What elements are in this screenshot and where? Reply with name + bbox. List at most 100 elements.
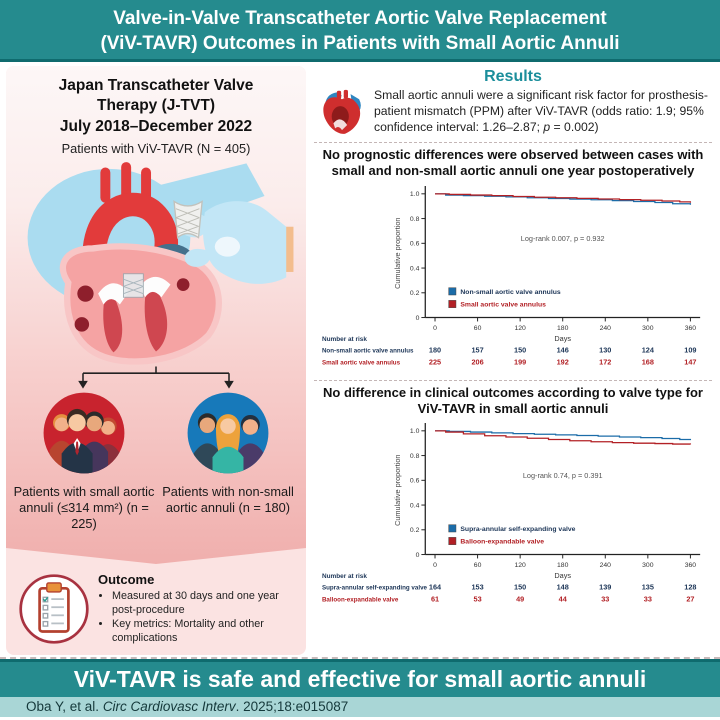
svg-text:Days: Days: [554, 571, 571, 580]
svg-text:27: 27: [686, 595, 694, 604]
non-small-annuli-group-icon: [185, 390, 271, 476]
svg-text:0.8: 0.8: [410, 216, 420, 223]
svg-text:180: 180: [557, 563, 569, 570]
implanted-valve-icon: [123, 274, 143, 298]
svg-text:206: 206: [471, 357, 483, 366]
svg-text:130: 130: [599, 345, 611, 354]
svg-text:0.2: 0.2: [410, 528, 420, 535]
km-heading-annuli: No prognostic differences were observed …: [322, 147, 704, 178]
branch-connector: [10, 366, 302, 390]
group-small-annuli-label: Patients with small aortic annuli (≤314 …: [13, 484, 155, 532]
svg-text:Balloon-expandable valve: Balloon-expandable valve: [460, 539, 544, 546]
results-heading: Results: [484, 68, 542, 85]
citation: Oba Y, et al. Circ Cardiovasc Interv. 20…: [0, 697, 720, 717]
svg-text:120: 120: [514, 563, 526, 570]
svg-text:0.6: 0.6: [410, 478, 420, 485]
km-section-valve-type: No difference in clinical outcomes accor…: [314, 379, 712, 618]
km-section-annuli: No prognostic differences were observed …: [314, 143, 712, 380]
svg-text:146: 146: [557, 345, 569, 354]
citation-journal: Circ Cardiovasc Interv: [102, 699, 236, 714]
results-summary-text: Small aortic annuli were a significant r…: [374, 87, 710, 136]
svg-text:192: 192: [557, 357, 569, 366]
km-chart-annuli: 1.0 0.8 0.6 0.4 0.2 0 0 60 120 180 240 300 360 Cumula…: [322, 185, 701, 366]
svg-text:Days: Days: [554, 334, 571, 343]
svg-text:0.4: 0.4: [410, 503, 420, 510]
svg-text:44: 44: [559, 595, 568, 604]
conclusion-banner: ViV-TAVR is safe and effective for small…: [0, 659, 720, 697]
group-non-small-annuli: Patients with non-small aortic annuli (n…: [157, 390, 299, 532]
svg-text:150: 150: [514, 345, 526, 354]
svg-text:Log-rank 0.007, p = 0.932: Log-rank 0.007, p = 0.932: [521, 234, 605, 243]
svg-text:360: 360: [685, 563, 697, 570]
svg-text:53: 53: [474, 595, 482, 604]
svg-text:240: 240: [600, 325, 612, 332]
svg-text:180: 180: [557, 325, 569, 332]
svg-text:Small aortic valve annulus: Small aortic valve annulus: [460, 301, 546, 308]
svg-text:150: 150: [514, 583, 526, 592]
registry-title-line1: Japan Transcatheter Valve: [58, 77, 254, 94]
svg-text:124: 124: [642, 345, 655, 354]
svg-text:Log-rank 0.74, p = 0.391: Log-rank 0.74, p = 0.391: [523, 471, 603, 480]
svg-text:61: 61: [431, 595, 439, 604]
title-line1: Valve-in-Valve Transcatheter Aortic Valv…: [113, 8, 607, 29]
svg-text:Balloon-expandable valve: Balloon-expandable valve: [322, 597, 399, 604]
title-banner: Valve-in-Valve Transcatheter Aortic Valv…: [0, 0, 720, 62]
svg-text:168: 168: [642, 357, 654, 366]
svg-text:Number at risk: Number at risk: [322, 573, 367, 580]
svg-text:0: 0: [416, 552, 420, 559]
svg-text:225: 225: [429, 357, 441, 366]
group-small-annuli: Patients with small aortic annuli (≤314 …: [13, 390, 155, 532]
svg-text:240: 240: [600, 563, 612, 570]
footer: ViV-TAVR is safe and effective for small…: [0, 659, 720, 717]
results-summary-pre: Small aortic annuli were a significant r…: [374, 88, 708, 135]
citation-authors: Oba Y, et al.: [26, 699, 103, 714]
outcome-text: Outcome Measured at 30 days and one year…: [98, 572, 296, 645]
svg-text:0.4: 0.4: [410, 265, 420, 272]
svg-text:60: 60: [474, 325, 482, 332]
svg-text:135: 135: [642, 583, 654, 592]
svg-text:Supra-annular self-expanding v: Supra-annular self-expanding valve: [322, 585, 428, 592]
study-flow-area: Japan Transcatheter Valve Therapy (J-TVT…: [6, 66, 306, 564]
svg-text:Non-small aortic valve annulus: Non-small aortic valve annulus: [322, 347, 414, 354]
svg-text:Non-small aortic valve annulus: Non-small aortic valve annulus: [460, 289, 561, 296]
svg-text:300: 300: [642, 563, 654, 570]
svg-text:139: 139: [599, 583, 611, 592]
registry-title-line3: July 2018–December 2022: [59, 117, 253, 135]
svg-text:172: 172: [599, 357, 611, 366]
results-panel: Results Small aortic annuli were a signi…: [308, 62, 720, 657]
km-heading-valve-type: No difference in clinical outcomes accor…: [323, 384, 703, 416]
small-annuli-group-icon: [41, 390, 127, 476]
group-non-small-annuli-label: Patients with non-small aortic annuli (n…: [162, 484, 294, 516]
patient-groups: Patients with small aortic annuli (≤314 …: [6, 390, 306, 532]
svg-text:Small aortic valve annulus: Small aortic valve annulus: [322, 359, 401, 366]
study-panel-inner: Japan Transcatheter Valve Therapy (J-TVT…: [6, 66, 306, 655]
heart-icon: [323, 89, 361, 134]
svg-text:0: 0: [433, 563, 437, 570]
title-line2: (ViV-TAVR) Outcomes in Patients with Sma…: [100, 32, 620, 54]
svg-text:0.2: 0.2: [410, 290, 420, 297]
svg-text:Supra-annular self-expanding v: Supra-annular self-expanding valve: [460, 526, 575, 533]
svg-text:120: 120: [514, 325, 526, 332]
outcome-box: Outcome Measured at 30 days and one year…: [6, 564, 306, 645]
clipboard-icon: [19, 573, 89, 644]
svg-text:128: 128: [684, 583, 696, 592]
results-summary-p: p: [543, 120, 551, 135]
gloved-hand-icon: [178, 202, 294, 285]
svg-text:153: 153: [471, 583, 483, 592]
svg-text:157: 157: [471, 345, 483, 354]
svg-text:33: 33: [644, 595, 652, 604]
svg-text:Cumulative proportion: Cumulative proportion: [393, 455, 402, 526]
svg-text:300: 300: [642, 325, 654, 332]
svg-text:0: 0: [416, 315, 420, 322]
svg-text:180: 180: [429, 345, 441, 354]
svg-text:360: 360: [685, 325, 697, 332]
svg-text:Number at risk: Number at risk: [322, 336, 367, 343]
outcome-heading: Outcome: [98, 572, 155, 587]
svg-text:109: 109: [684, 345, 696, 354]
study-panel: Japan Transcatheter Valve Therapy (J-TVT…: [0, 62, 308, 657]
svg-text:33: 33: [601, 595, 609, 604]
registry-title-line2: Therapy (J-TVT): [97, 97, 215, 115]
results-summary: Results Small aortic annuli were a signi…: [314, 66, 712, 143]
registry-title: Japan Transcatheter Valve Therapy (J-TVT…: [6, 76, 306, 137]
